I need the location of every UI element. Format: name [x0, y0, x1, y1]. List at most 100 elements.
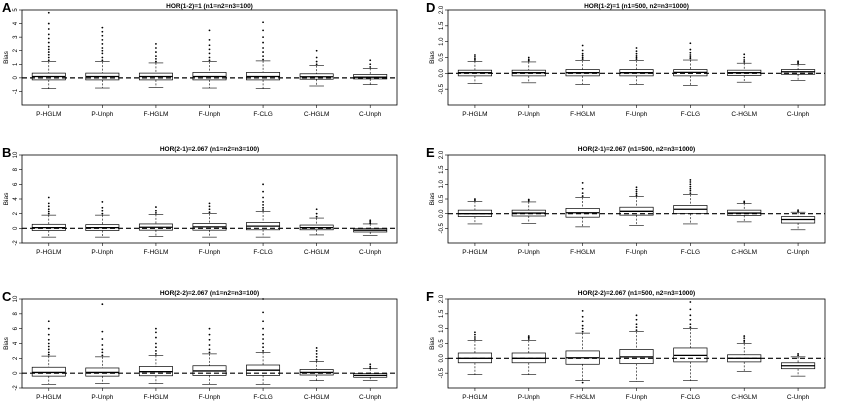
outlier-point: [635, 314, 638, 317]
y-tick-label: 0.0: [439, 209, 445, 218]
outlier-point: [262, 320, 264, 323]
outlier-point: [208, 333, 211, 336]
outlier-point: [689, 48, 692, 51]
outlier-point: [743, 339, 746, 342]
category-label: C-Unph: [787, 249, 810, 256]
outlier-point: [689, 183, 692, 186]
outlier-point: [689, 326, 692, 329]
outlier-point: [155, 209, 157, 212]
outlier-point: [155, 331, 157, 334]
outlier-point: [581, 58, 584, 60]
outlier-point: [208, 211, 211, 214]
outlier-point: [47, 320, 50, 323]
box-c-hglm: [299, 347, 334, 381]
outlier-point: [315, 60, 318, 63]
outlier-point: [635, 326, 638, 329]
category-label: P-HGLM: [462, 111, 487, 118]
panel-title: HOR(2-1)=2.067 (n1=n2=n3=100): [160, 146, 259, 153]
y-tick-label: 8: [13, 167, 19, 171]
category-label: F-CLG: [681, 249, 701, 256]
outlier-point: [208, 202, 211, 205]
iqr-box: [31, 366, 66, 377]
outlier-point: [635, 47, 638, 49]
category-label: C-HGLM: [304, 111, 330, 118]
outlier-point: [47, 210, 50, 213]
outlier-point: [581, 181, 584, 184]
box-f-unph: [192, 327, 227, 385]
outlier-point: [262, 350, 264, 352]
outlier-point: [262, 47, 264, 49]
outlier-point: [369, 220, 372, 223]
y-tick-label: 3: [13, 35, 19, 39]
box-p-unph: [511, 335, 546, 375]
outlier-point: [581, 327, 584, 330]
box-c-hglm: [727, 53, 762, 83]
box-c-unph: [781, 209, 816, 231]
y-tick-label: -0.5: [439, 367, 445, 378]
y-tick-label: 1.5: [439, 165, 445, 174]
y-tick-label: 1: [13, 62, 19, 66]
outlier-point: [47, 53, 50, 56]
outlier-point: [101, 34, 104, 37]
box-c-hglm: [299, 49, 334, 87]
outlier-point: [101, 354, 104, 357]
outlier-point: [101, 59, 104, 62]
category-label: F-Unph: [199, 111, 221, 118]
category-label: C-Unph: [359, 249, 382, 256]
y-tick-label: 6: [13, 182, 19, 186]
y-axis-label: Bias: [429, 192, 436, 205]
outlier-point: [208, 205, 211, 208]
y-tick-label: 0.0: [439, 69, 445, 78]
outlier-point: [743, 341, 746, 343]
outlier-point: [474, 333, 476, 336]
outlier-point: [155, 336, 157, 339]
category-label: F-CLG: [681, 394, 701, 401]
outlier-point: [315, 208, 318, 211]
outlier-point: [262, 333, 264, 336]
outlier-point: [47, 338, 50, 341]
outlier-point: [689, 192, 692, 195]
box-f-unph: [619, 314, 654, 382]
outlier-point: [689, 308, 692, 311]
box-c-unph: [353, 59, 388, 85]
outlier-point: [208, 327, 211, 330]
outlier-point: [797, 62, 799, 65]
outlier-point: [369, 63, 372, 66]
category-label: P-Unph: [91, 111, 113, 118]
outlier-point: [155, 352, 157, 355]
outlier-point: [208, 208, 211, 211]
outlier-point: [743, 61, 746, 63]
y-tick-label: -0.5: [439, 83, 445, 94]
outlier-point: [689, 55, 692, 58]
y-tick-label: 1.0: [439, 37, 445, 46]
y-tick-label: 4: [13, 197, 19, 201]
outlier-point: [101, 351, 104, 354]
outlier-point: [474, 55, 476, 58]
outlier-point: [262, 58, 264, 61]
outlier-point: [47, 37, 50, 40]
outlier-point: [47, 342, 50, 345]
outlier-point: [635, 323, 638, 326]
outlier-point: [369, 66, 372, 68]
outlier-point: [635, 52, 638, 55]
y-tick-label: 0.5: [439, 53, 445, 62]
outlier-point: [47, 28, 50, 30]
outlier-point: [47, 11, 50, 14]
outlier-point: [47, 59, 50, 62]
outlier-point: [262, 338, 264, 340]
outlier-point: [315, 63, 318, 66]
outlier-point: [797, 354, 799, 357]
panel-title: HOR(1-2)=1 (n1=n2=n3=100): [166, 3, 253, 10]
box-f-clg: [673, 179, 708, 225]
panel-letter: C: [2, 289, 12, 304]
outlier-point: [581, 324, 584, 327]
outlier-point: [474, 336, 476, 338]
outlier-point: [47, 333, 50, 336]
outlier-point: [689, 314, 692, 317]
outlier-point: [262, 298, 264, 300]
outlier-point: [101, 338, 104, 340]
outlier-point: [155, 47, 157, 49]
outlier-point: [47, 345, 50, 348]
outlier-point: [527, 198, 530, 201]
